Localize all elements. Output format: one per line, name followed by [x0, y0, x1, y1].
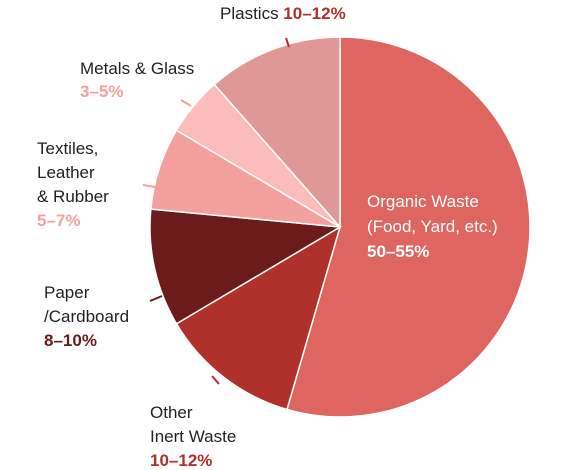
- slice-name-line: Other: [150, 403, 193, 422]
- slice-name: Organic Waste: [367, 192, 479, 211]
- slice-name-line: Paper: [44, 283, 90, 302]
- slice-label-1: Other Inert Waste 10–12%: [150, 403, 236, 470]
- slice-range: 3–5%: [80, 82, 123, 101]
- slice-range: 8–10%: [44, 331, 97, 350]
- slice-name-line: & Rubber: [37, 187, 109, 206]
- slice-subtitle: (Food, Yard, etc.): [367, 217, 498, 236]
- slice-name-line: Metals & Glass: [80, 59, 194, 78]
- leader-line-4: [180, 99, 192, 107]
- svg-text:Plastics 10–12%: Plastics 10–12%: [220, 4, 346, 23]
- slice-label-0: Organic Waste (Food, Yard, etc.) 50–55%: [367, 192, 498, 261]
- pie-slice-5: [213, 36, 341, 229]
- slice-label-4: Metals & Glass 3–5%: [80, 59, 194, 101]
- slice-label-3: Textiles, Leather & Rubber 5–7%: [37, 139, 109, 230]
- leader-line-5: [285, 37, 290, 48]
- leader-line-3: [142, 184, 156, 188]
- slice-label-2: Paper/Cardboard 8–10%: [44, 283, 129, 350]
- slice-name-line: Inert Waste: [150, 427, 236, 446]
- slice-name-line: /Cardboard: [44, 307, 129, 326]
- slice-range: 50–55%: [367, 242, 429, 261]
- slice-name: Plastics: [220, 4, 283, 23]
- pie-slice-0: [286, 36, 531, 418]
- slice-range: 10–12%: [283, 4, 345, 23]
- leader-line-1: [211, 375, 220, 385]
- slice-range: 5–7%: [37, 211, 80, 230]
- pie-slice-1: [175, 225, 342, 411]
- slice-range: 10–12%: [150, 451, 212, 470]
- slice-label-5: Plastics 10–12%: [220, 4, 346, 23]
- leader-line-2: [149, 295, 163, 302]
- slice-name-line: Textiles,: [37, 139, 98, 158]
- pie-slice-2: [149, 208, 343, 325]
- slice-name-line: Leather: [37, 163, 95, 182]
